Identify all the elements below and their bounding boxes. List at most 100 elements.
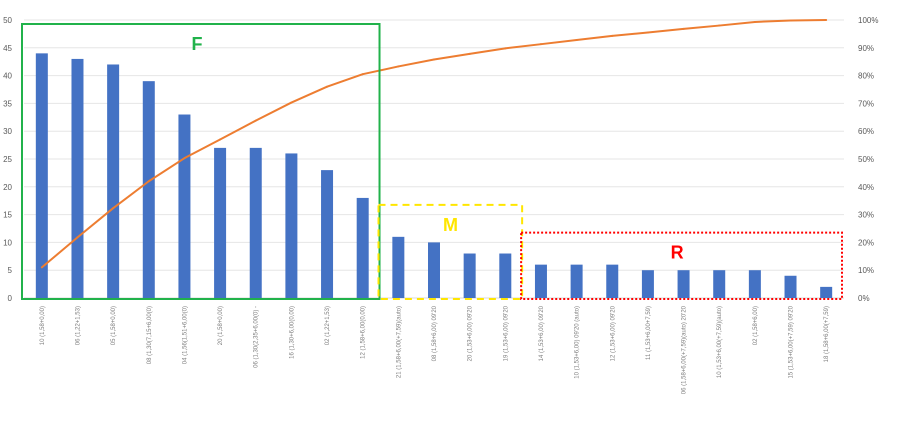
bar <box>463 253 476 298</box>
line-point <box>219 138 222 141</box>
bar <box>142 81 155 298</box>
y2-tick-label: 50% <box>858 155 874 164</box>
line-point <box>718 24 721 27</box>
bar <box>677 270 690 298</box>
y-tick-label: 0 <box>8 294 13 303</box>
line-point <box>361 73 364 76</box>
y2-tick-label: 40% <box>858 183 874 192</box>
zone-label-r: R <box>671 243 684 263</box>
bar <box>606 264 619 298</box>
line-point <box>504 47 507 50</box>
category-label: 02 (1,58+6,00) <box>753 306 759 345</box>
bar <box>713 270 726 298</box>
line-point <box>575 39 578 42</box>
y2-tick-label: 70% <box>858 99 874 108</box>
category-label: 21 (1,58+6,00(+7,59)(auto) <box>396 306 402 378</box>
y-tick-label: 15 <box>3 211 12 220</box>
y2-tick-label: 0% <box>858 294 870 303</box>
primary-y-axis: 0 5 10 15 20 25 30 35 40 45 50 <box>3 16 12 303</box>
bar <box>784 275 797 298</box>
y2-tick-label: 30% <box>858 211 874 220</box>
line-point <box>147 180 150 183</box>
line-point <box>539 43 542 46</box>
y-tick-label: 30 <box>3 127 12 136</box>
y-tick-label: 5 <box>8 266 13 275</box>
line-point <box>468 52 471 55</box>
line-point <box>789 19 792 22</box>
line-point <box>254 119 257 122</box>
line-point <box>825 19 828 21</box>
bar-series <box>35 53 833 299</box>
line-point <box>646 31 649 34</box>
category-label: 15 (1,53+6,00(+7,59) 09'20 <box>789 305 795 378</box>
category-label: 10 (1,58+0,00) <box>40 306 46 345</box>
category-label: 16 (1,30+6,00(0,00) <box>289 306 295 359</box>
bar <box>71 58 84 298</box>
category-label: 06 (1,22+1,53) <box>75 306 81 345</box>
category-label: 20 (1,58+0,00) <box>218 306 224 345</box>
category-label: 08 (1,30(7,15+6,00(0) <box>147 306 153 364</box>
y-tick-label: 10 <box>3 238 12 247</box>
bar <box>214 147 227 298</box>
bar <box>570 264 583 298</box>
y-tick-label: 45 <box>3 44 12 53</box>
category-label: 12 (1,53+6,00) 09'20 <box>610 305 616 361</box>
bar <box>35 53 48 298</box>
bar <box>748 270 761 298</box>
category-label: 20 (1,53+6,00) 09'20 <box>468 305 474 361</box>
line-point <box>40 266 43 269</box>
category-label: 18 (1,58+6,00(+7,59) <box>824 306 830 362</box>
y2-tick-label: 80% <box>858 72 874 81</box>
line-point <box>183 157 186 160</box>
bar <box>534 264 547 298</box>
y-tick-label: 25 <box>3 155 12 164</box>
bar <box>321 170 334 298</box>
bar <box>285 153 298 298</box>
bar <box>641 270 654 298</box>
y2-tick-label: 20% <box>858 238 874 247</box>
category-label: 10 (1,53+6,00) 09'20 (auto) <box>575 306 581 379</box>
y-tick-label: 20 <box>3 183 12 192</box>
line-point <box>753 20 756 23</box>
line-point <box>326 85 329 88</box>
category-label: 12 (1,58+6,00(0,00) <box>361 306 367 359</box>
bar <box>249 147 262 298</box>
bar <box>820 286 833 298</box>
y2-tick-label: 60% <box>858 127 874 136</box>
category-label: 06 (1,30(2,35+6,00(0) - <box>254 306 260 368</box>
bar <box>178 114 191 299</box>
category-label: 14 (1,53+6,00) 09'20 <box>539 305 545 361</box>
category-label: 11 (1,53+6,00+7,59) <box>646 306 652 360</box>
y-tick-label: 50 <box>3 16 12 25</box>
zone-box-f <box>21 23 381 300</box>
y-tick-label: 35 <box>3 99 12 108</box>
bar <box>499 253 512 298</box>
zone-label-f: F <box>192 34 203 54</box>
line-point <box>433 58 435 61</box>
secondary-y-axis: 0% 10% 20% 30% 40% 50% 60% 70% 80% 90% 100% <box>858 16 878 303</box>
category-label: 06 (1,58+6,00(+7,59)(auto) 20'20 <box>682 305 688 394</box>
zone-label-m: M <box>443 215 458 235</box>
y-tick-label: 40 <box>3 72 12 81</box>
bar <box>392 236 405 298</box>
y2-tick-label: 10% <box>858 266 874 275</box>
bar <box>107 64 120 298</box>
category-axis: 10 (1,58+0,00) 06 (1,22+1,53) 05 (1,58+0,0… <box>40 305 830 394</box>
line-point <box>290 101 293 104</box>
category-label: 04 (1,56(1,51+6,00(0) <box>182 306 188 364</box>
zone-box-r <box>520 231 843 300</box>
bar <box>428 242 440 298</box>
category-label: 19 (1,53+6,00) 09'20 <box>503 305 509 361</box>
bar <box>356 197 369 298</box>
category-label: 02 (1,22+1,53) <box>325 306 331 345</box>
category-label: 08 (1,58+6,00) 09'20 <box>432 305 438 361</box>
category-label: 05 (1,58+0,00) <box>111 306 117 345</box>
y2-tick-label: 100% <box>858 16 878 25</box>
line-point <box>611 34 614 37</box>
y2-tick-label: 90% <box>858 44 874 53</box>
line-point <box>682 27 685 30</box>
line-point <box>112 207 115 210</box>
cumulative-line <box>41 19 827 269</box>
line-point <box>397 65 400 68</box>
